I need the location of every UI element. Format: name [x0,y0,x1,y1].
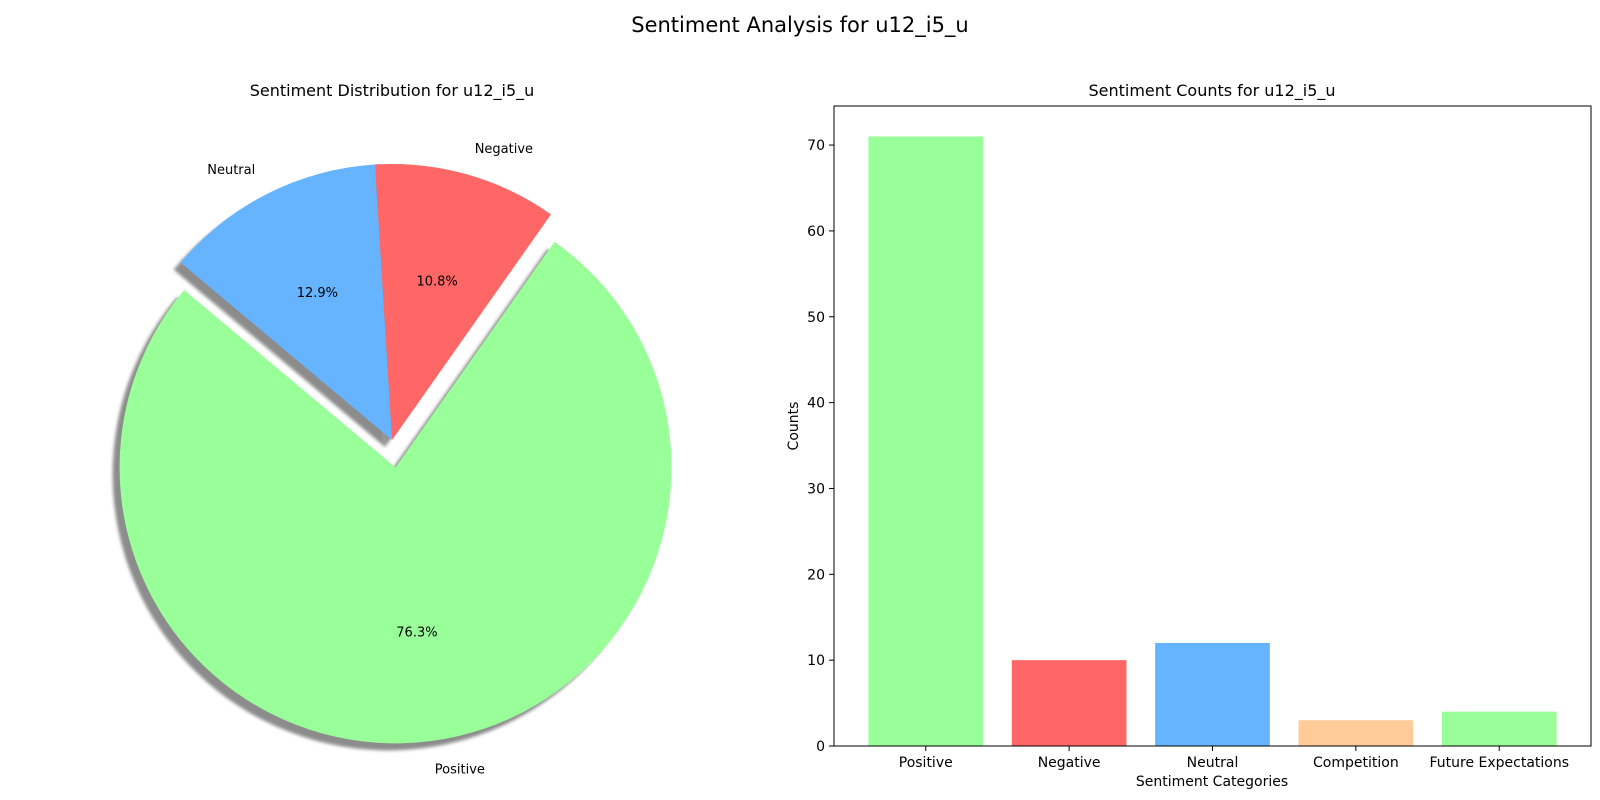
y-tick-label-50: 50 [807,310,825,326]
y-tick-label-0: 0 [816,739,825,755]
figure-title: Sentiment Analysis for u12_i5_u [631,13,969,38]
bar-positive [868,136,984,746]
pie-percent-negative: 10.8% [416,275,457,290]
y-axis: 0 10 20 30 40 50 60 70 [807,138,834,755]
x-axis-label: Sentiment Categories [1136,774,1288,790]
x-tick-label-future-expectations: Future Expectations [1429,755,1569,771]
y-tick-label-10: 10 [807,653,825,669]
y-tick-label-20: 20 [807,567,825,583]
pie-label-positive: Positive [435,762,485,777]
x-axis: Positive Negative Neutral Competition Future… [899,746,1569,771]
pie-percent-positive: 76.3% [396,626,437,641]
x-tick-label-competition: Competition [1313,755,1399,771]
x-tick-label-positive: Positive [899,755,953,771]
bar-competition [1298,720,1414,746]
bar-neutral [1155,642,1270,746]
bar-title: Sentiment Counts for u12_i5_u [1088,81,1335,101]
y-tick-label-40: 40 [807,396,825,412]
pie-label-negative: Negative [475,142,533,157]
pie-slice-positive [119,241,672,744]
x-tick-label-neutral: Neutral [1187,755,1239,771]
y-tick-label-70: 70 [807,138,825,154]
y-tick-label-60: 60 [807,224,825,240]
pie-label-neutral: Neutral [207,163,255,178]
x-tick-label-negative: Negative [1038,755,1101,771]
pie-labels: Positive 76.3% Negative 10.8% Neutral 12.9% [207,142,533,778]
y-axis-label: Counts [786,402,802,451]
bar-negative [1011,660,1127,746]
pie-percent-neutral: 12.9% [297,286,338,301]
pie-chart: Sentiment Distribution for u12_i5_u Posi… [112,81,672,778]
pie-slice-neutral [180,164,392,441]
bar-series [868,136,1557,746]
bar-chart: Sentiment Counts for u12_i5_u 0 10 20 30 40 5… [786,81,1592,790]
bar-future-expectations [1441,711,1557,746]
pie-slice-negative [374,164,551,440]
pie-slices [119,164,672,744]
y-tick-label-30: 30 [807,481,825,497]
pie-title: Sentiment Distribution for u12_i5_u [250,81,535,101]
